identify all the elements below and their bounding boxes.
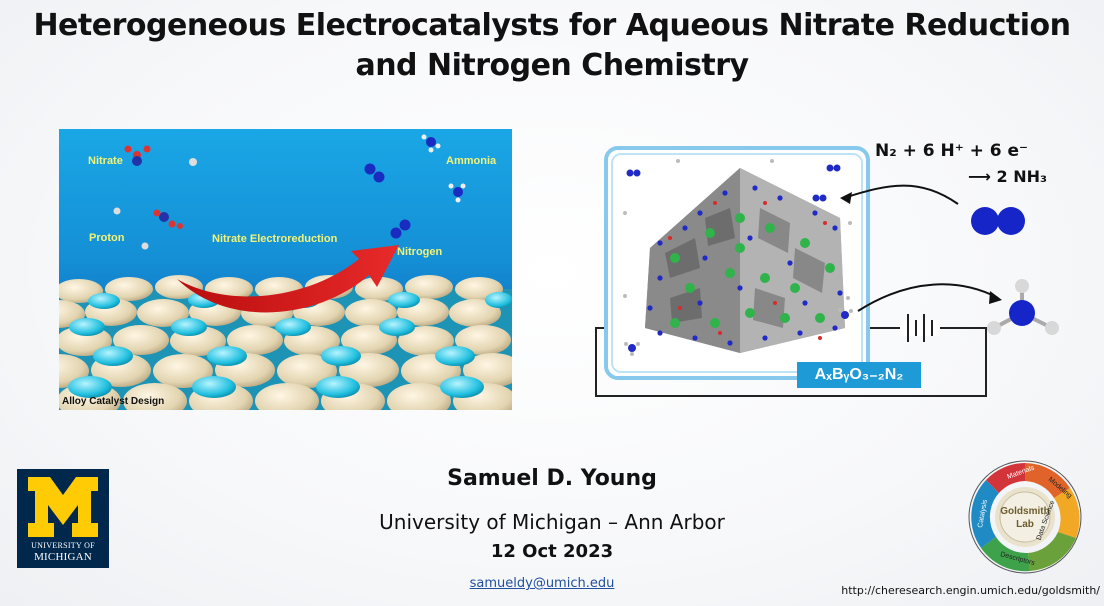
electroreduction-arrow <box>177 245 399 313</box>
um-logo-line-1: UNIVERSITY OF <box>31 541 95 550</box>
label-ammonia: Ammonia <box>446 155 497 167</box>
goldsmith-lab-logo: Goldsmith Lab Materials Modeling Data Sc… <box>968 460 1082 574</box>
block-m-icon <box>28 477 98 537</box>
oxynitride-figure: N₂ + 6 H⁺ + 6 e⁻ ⟶ 2 NH₃ AₓBᵧO₃₋₂N₂ <box>590 128 1090 410</box>
lab-name-line-1: Goldsmith <box>1000 506 1049 517</box>
crystal-structure <box>645 168 845 353</box>
cell-molecules <box>623 159 853 356</box>
segment-catalysis: Catalysis <box>977 499 989 529</box>
label-proton: Proton <box>89 232 125 244</box>
alloy-surface-illustration <box>59 134 512 410</box>
reaction-equation-left: N₂ + 6 H⁺ + 6 e⁻ <box>875 141 1029 161</box>
alloy-catalyst-figure: Nitrate Ammonia Proton Nitrate Electrore… <box>59 129 512 410</box>
lab-url[interactable]: http://cheresearch.engin.umich.edu/golds… <box>841 584 1100 597</box>
presentation-date: 12 Oct 2023 <box>490 541 614 562</box>
title-line-2: and Nitrogen Chemistry <box>355 48 749 83</box>
n2-molecule <box>971 207 1025 235</box>
molecules <box>113 134 466 250</box>
university-of-michigan-logo: UNIVERSITY OF MICHIGAN <box>17 469 109 568</box>
affiliation: University of Michigan – Ann Arbor <box>379 510 725 534</box>
slide-title: Heterogeneous Electrocatalysts for Aqueo… <box>0 6 1104 86</box>
label-nitrogen: Nitrogen <box>397 246 443 258</box>
nh3-molecule <box>987 279 1059 335</box>
reaction-equation-right: ⟶ 2 NH₃ <box>968 167 1047 186</box>
label-nitrate: Nitrate <box>88 155 123 167</box>
electrochemical-cell-diagram <box>595 146 1059 397</box>
label-process: Nitrate Electroreduction <box>212 233 338 245</box>
oxynitride-formula: AₓBᵧO₃₋₂N₂ <box>797 362 921 388</box>
author-email-link[interactable]: samueldy@umich.edu <box>469 576 615 591</box>
um-logo-line-2: MICHIGAN <box>34 551 92 563</box>
lab-name-line-2: Lab <box>1016 519 1034 530</box>
figure-caption: Alloy Catalyst Design <box>62 396 165 407</box>
title-line-1: Heterogeneous Electrocatalysts for Aqueo… <box>33 8 1071 43</box>
author-name: Samuel D. Young <box>447 466 657 491</box>
